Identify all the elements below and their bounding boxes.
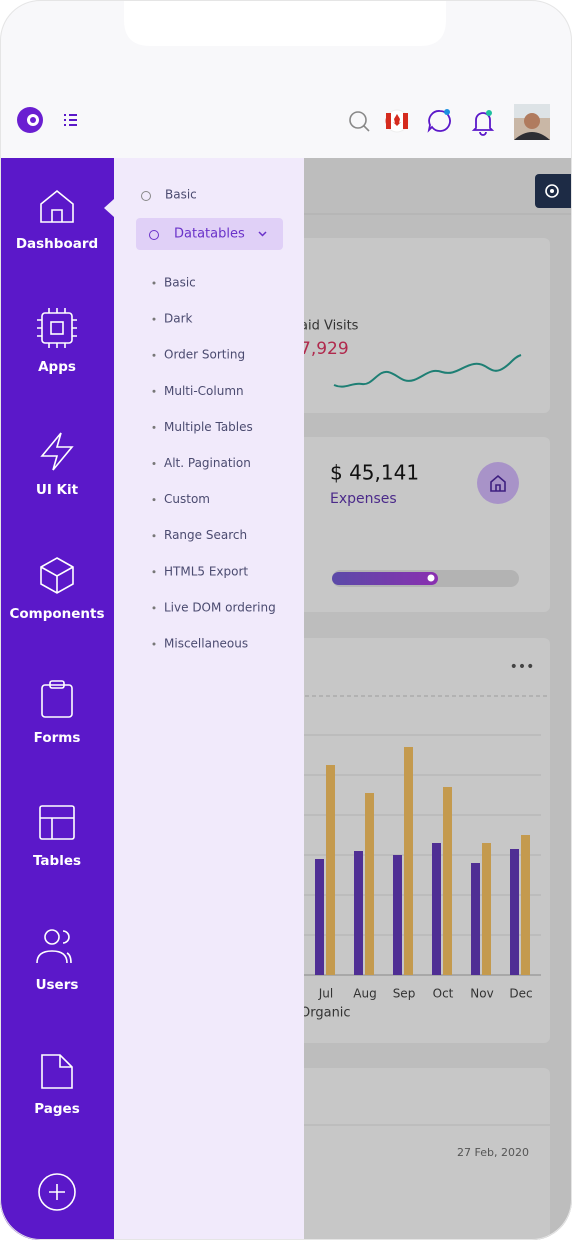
menu-toggle[interactable]: [64, 114, 77, 126]
submenu-group-label[interactable]: Datatables: [174, 227, 245, 242]
submenu-item[interactable]: Live DOM ordering: [164, 600, 276, 614]
bar: [510, 849, 519, 975]
sidebar-icons: [36, 189, 77, 1211]
bullet: [152, 281, 156, 285]
x-tick-label: Oct: [433, 987, 454, 1001]
bullet: [152, 642, 156, 646]
bullet: [152, 425, 156, 429]
bar: [521, 835, 530, 975]
bar: [365, 793, 374, 975]
header: [17, 104, 550, 140]
bullet: [152, 606, 156, 610]
bullet: [152, 534, 156, 538]
submenu-item[interactable]: Order Sorting: [164, 348, 245, 362]
bullet: [141, 191, 151, 201]
submenu-item[interactable]: Miscellaneous: [164, 637, 248, 651]
bullet: [152, 389, 156, 393]
bar: [326, 765, 335, 975]
expenses-value: $ 45,141: [330, 461, 419, 485]
submenu-item[interactable]: Multi-Column: [164, 384, 244, 398]
bar: [443, 787, 452, 975]
search-icon[interactable]: [349, 111, 370, 132]
bullet: [152, 353, 156, 357]
bell-icon[interactable]: [471, 110, 495, 136]
more-menu[interactable]: •••: [510, 659, 535, 675]
x-tick-label: Jul: [318, 987, 333, 1001]
avatar[interactable]: [514, 104, 550, 140]
submenu-item[interactable]: Basic: [164, 276, 196, 290]
x-tick-label: Aug: [353, 987, 376, 1001]
submenu: [114, 158, 304, 1240]
x-tick-label: Sep: [393, 987, 416, 1001]
bullet: [152, 570, 156, 574]
bar: [315, 859, 324, 975]
bullet: [152, 462, 156, 465]
activity-date: 27 Feb, 2020: [457, 1146, 529, 1159]
submenu-group[interactable]: [136, 218, 283, 250]
sidebar: [0, 158, 114, 1240]
submenu-item[interactable]: Custom: [164, 492, 210, 506]
sidebar-label[interactable]: Apps: [38, 359, 76, 375]
sidebar-label[interactable]: UI Kit: [36, 482, 79, 498]
bar: [482, 843, 491, 975]
sparkline: [333, 354, 522, 388]
notch: [124, 0, 446, 46]
flag-icon[interactable]: [385, 109, 409, 133]
submenu-item[interactable]: Basic: [165, 188, 197, 202]
submenu-item[interactable]: Multiple Tables: [164, 420, 253, 434]
sidebar-label[interactable]: Tables: [33, 853, 81, 869]
sidebar-label[interactable]: Dashboard: [16, 236, 98, 252]
sidebar-label[interactable]: Forms: [34, 730, 81, 746]
chat-icon[interactable]: [427, 109, 451, 133]
expenses-icon: [477, 462, 519, 504]
submenu-item[interactable]: Dark: [164, 312, 193, 326]
progress-fill: [332, 572, 438, 585]
sidebar-label[interactable]: Components: [9, 606, 104, 622]
visits-label: aid Visits: [300, 319, 359, 334]
submenu-item[interactable]: Alt. Pagination: [164, 456, 251, 470]
x-tick-label: Dec: [509, 987, 532, 1001]
legend-label: Organic: [300, 1006, 351, 1021]
bar: [393, 855, 402, 975]
bar: [432, 843, 441, 975]
sidebar-label[interactable]: Pages: [34, 1101, 80, 1117]
bar: [404, 747, 413, 975]
submenu-item[interactable]: Range Search: [164, 528, 247, 542]
bullet: [152, 498, 156, 502]
visits-value: 7,929: [300, 339, 349, 359]
x-tick-label: Nov: [470, 987, 493, 1001]
sidebar-label[interactable]: Users: [36, 977, 79, 993]
settings-button[interactable]: [535, 174, 572, 208]
expenses-label: Expenses: [330, 491, 397, 507]
bar: [354, 851, 363, 975]
bullet: [152, 317, 156, 321]
submenu-item[interactable]: HTML5 Export: [164, 564, 248, 578]
bar: [471, 863, 480, 975]
